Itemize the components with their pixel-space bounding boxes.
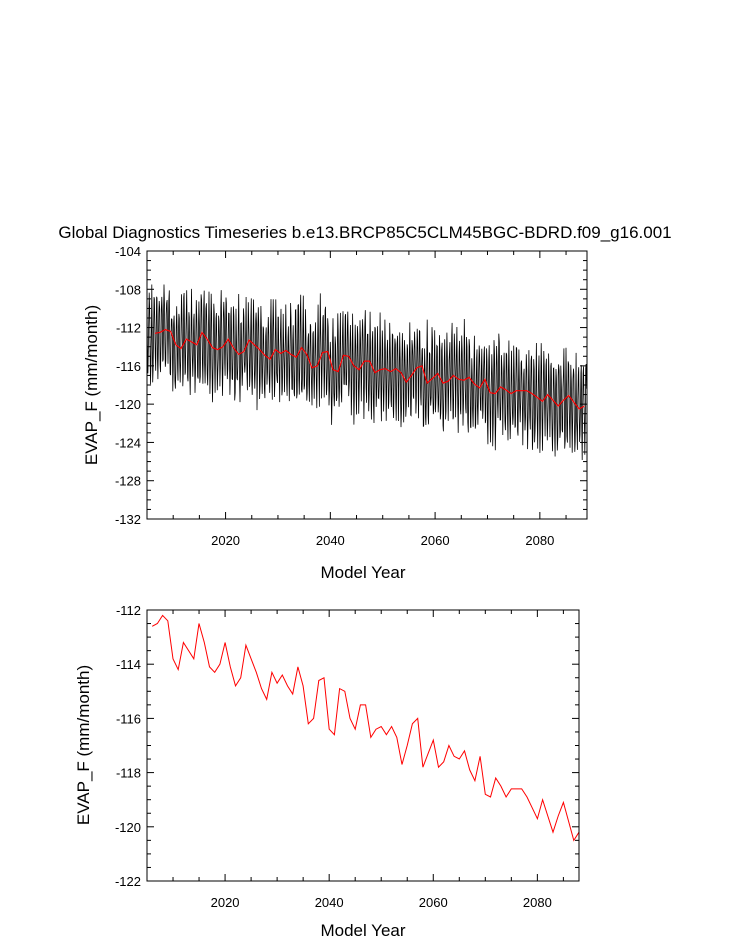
top-y-axis-label: EVAP_F (mm/month) — [82, 305, 101, 465]
bottom-y-tick-labels: -112 -114 -116 -118 -120 -122 — [115, 603, 141, 889]
top-x-axis-label: Model Year — [320, 563, 405, 582]
bottom-y-tick-label: -122 — [115, 874, 141, 889]
top-y-tick-label: -116 — [116, 359, 141, 374]
bottom-axis-ticks — [146, 609, 579, 882]
top-y-tick-label: -112 — [116, 321, 141, 336]
bottom-y-tick-label: -116 — [116, 711, 141, 726]
annual-mean-line-bottom — [151, 614, 579, 842]
bottom-plot-frame — [146, 609, 580, 882]
top-x-tick-label: 2080 — [525, 533, 554, 548]
annual-mean-line-top — [154, 328, 585, 410]
bottom-x-tick-label: 2080 — [523, 895, 552, 910]
bottom-x-tick-label: 2060 — [419, 895, 448, 910]
panel-monthly-timeseries: -104 -108 -112 -116 -120 -124 -128 -132 2020 204… — [82, 244, 588, 582]
top-y-tick-label: -104 — [115, 244, 141, 259]
top-x-tick-label: 2040 — [316, 533, 345, 548]
bottom-x-tick-label: 2040 — [315, 895, 344, 910]
top-y-tick-label: -132 — [115, 512, 141, 527]
top-plot-frame — [146, 250, 588, 520]
top-y-tick-label: -120 — [115, 397, 141, 412]
top-y-tick-label: -124 — [115, 435, 141, 450]
top-y-tick-labels: -104 -108 -112 -116 -120 -124 -128 -132 — [115, 244, 141, 527]
monthly-series-line — [147, 284, 587, 461]
bottom-y-tick-label: -120 — [115, 820, 141, 835]
bottom-x-tick-label: 2020 — [211, 895, 240, 910]
chart-title: Global Diagnostics Timeseries b.e13.BRCP… — [58, 223, 671, 242]
bottom-y-axis-label: EVAP_F (mm/month) — [74, 665, 93, 825]
bottom-y-tick-label: -112 — [116, 603, 141, 618]
bottom-x-axis-label: Model Year — [320, 921, 405, 940]
bottom-y-tick-label: -118 — [116, 766, 141, 781]
top-x-tick-label: 2060 — [421, 533, 450, 548]
top-x-tick-label: 2020 — [211, 533, 240, 548]
bottom-x-tick-labels: 2020 2040 2060 2080 — [211, 895, 552, 910]
bottom-y-tick-label: -114 — [116, 657, 141, 672]
top-y-tick-label: -108 — [115, 282, 141, 297]
top-x-tick-labels: 2020 2040 2060 2080 — [211, 533, 554, 548]
panel-annual-timeseries: -112 -114 -116 -118 -120 -122 2020 2040 2060 208… — [74, 603, 580, 940]
top-y-tick-label: -128 — [115, 474, 141, 489]
